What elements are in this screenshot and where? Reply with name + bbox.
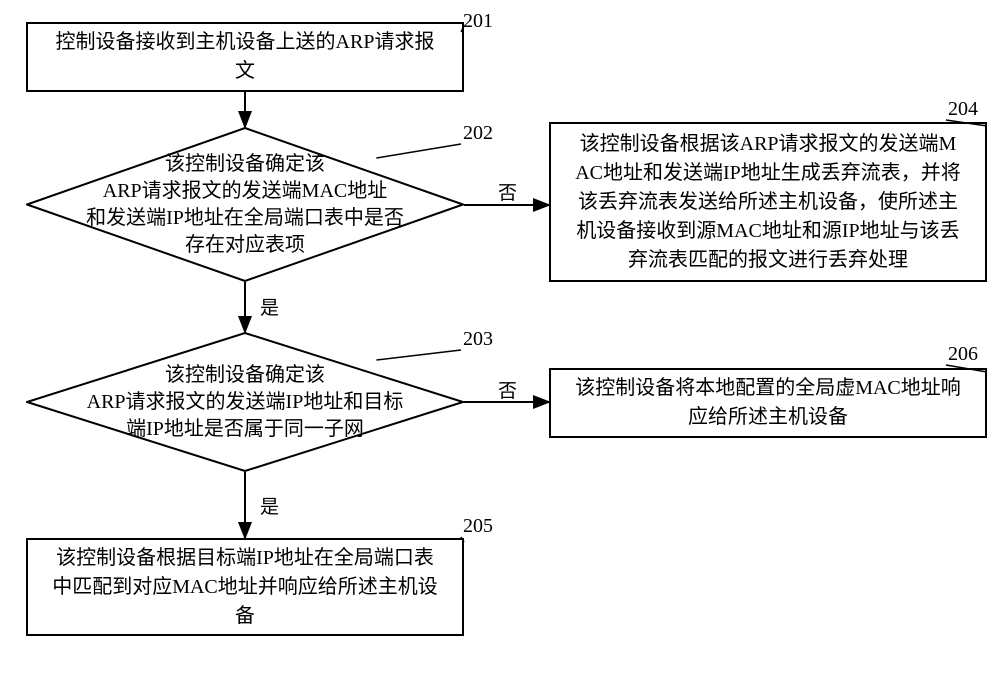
arrow-layer (0, 0, 1000, 679)
